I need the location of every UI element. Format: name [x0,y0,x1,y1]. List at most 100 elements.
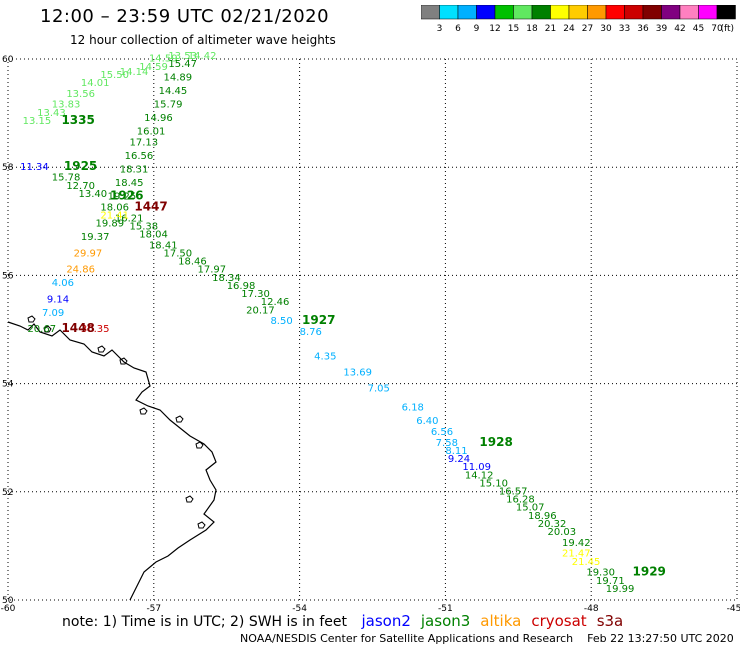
colorbar-label: 18 [526,24,538,34]
island [139,407,148,415]
wave-height-label: 19.37 [81,232,110,243]
colorbar-label: 45 [693,24,704,34]
wave-height-label: 13.40 [78,189,107,200]
wave-height-label: 14.45 [159,86,188,97]
page-subtitle: 12 hour collection of altimeter wave hei… [70,33,336,47]
island [195,441,204,449]
mission-label-s3a: s3a [596,612,624,630]
wave-height-label: 14.14 [120,67,149,78]
lon-tick-label: -48 [584,604,599,614]
lon-tick-label: -60 [1,604,16,614]
mission-legend: jason2 jason3 altika cryosat s3a [355,612,627,630]
wave-height-label: 15.07 [516,503,545,514]
wave-height-colorbar: 3 6 9 12 15 18 21 24 27 30 33 36 39 42 45 70(ft) [421,5,736,34]
wave-height-label: 12.70 [66,181,95,192]
wave-height-label: 8.76 [300,327,322,338]
wave-height-label: 15.79 [154,100,183,111]
lon-tick-label: -57 [146,604,161,614]
wave-height-label: 7.05 [368,384,390,395]
wave-height-label: 7.58 [436,438,458,449]
wave-height-label: 13.83 [52,100,81,111]
wave-height-label: 16.21 [115,213,144,224]
pass-time-label: 1926 [110,189,143,203]
wave-height-label: 20.03 [547,527,576,538]
wave-height-label: 15.38 [130,221,159,232]
wave-height-label: 24.86 [66,265,95,276]
footer-credit: NOAA/NESDIS Center for Satellite Applica… [240,632,734,645]
wave-height-label: 14.59 [149,54,178,65]
island [197,521,206,529]
wave-height-label: 21.47 [562,549,591,560]
wave-height-label: 19.42 [562,538,591,549]
colorbar-label: 12 [489,24,500,34]
colorbar-label: 27 [582,24,593,34]
colorbar-label: 21 [545,24,556,34]
lon-tick-label: -45 [727,604,740,614]
wave-height-label: 7.09 [42,308,64,319]
island [175,415,184,423]
wave-height-label: 18.41 [149,240,178,251]
page-title: 12:00 – 23:59 UTC 02/21/2020 [40,6,330,27]
pass-time-label: 1928 [479,435,512,449]
pass-time-label: 1925 [64,159,97,173]
lat-tick-label: 54 [2,380,14,390]
wave-height-label: 18.45 [115,178,144,189]
wave-height-label: 11.09 [462,462,491,473]
wave-height-label: 8.50 [270,316,292,327]
lat-tick-label: 56 [2,271,14,281]
wave-height-label: 14.96 [144,113,173,124]
mission-label-altika: altika [480,612,522,630]
wave-height-label: 15.10 [479,478,508,489]
wave-height-label: 20.67 [27,324,56,335]
coastline [7,321,217,601]
wave-height-label: 16.28 [506,495,535,506]
note-line: note: 1) Time is in UTC; 2) SWH is in fe… [62,612,631,630]
wave-height-label: 14.89 [164,73,193,84]
pass-time-label: 1927 [302,313,335,327]
wave-height-label: 14.12 [465,470,494,481]
lon-tick-label: -54 [292,604,307,614]
wave-height-label: 13.15 [23,116,52,127]
timestamp-text: Feb 22 13:27:50 UTC 2020 [587,632,734,645]
wave-height-label: 21.41 [100,211,129,222]
wave-height-label: 13.69 [343,367,372,378]
map-frame [7,58,738,601]
wave-height-label: 20.32 [538,519,567,530]
wave-height-label: 29.97 [74,248,103,259]
wave-height-label: 13.53 [168,51,197,62]
wave-height-label: 4.35 [314,351,336,362]
wave-height-label: 9.14 [47,294,69,305]
wave-height-label: 6.18 [402,403,424,414]
wave-height-label: 16.98 [227,281,256,292]
wave-height-label: 20.17 [246,305,275,316]
wave-height-label: 16.01 [137,127,166,138]
colorbar-label: 33 [619,24,630,34]
pass-time-label: 1447 [134,199,167,213]
wave-height-label: 6.56 [431,427,453,438]
lat-tick-label: 50 [2,596,14,606]
colorbar-label: 24 [563,24,575,34]
wave-height-label: 15.50 [100,70,129,81]
colorbar-label: 3 [437,24,443,34]
colorbar-label: 36 [637,24,649,34]
island [119,357,128,365]
wave-height-label: 18.31 [120,165,149,176]
colorbar-label: 6 [455,24,461,34]
colorbar-label: 39 [656,24,668,34]
wave-height-label: 9.24 [448,454,470,465]
wave-height-label: 11.34 [20,162,49,173]
lat-tick-label: 60 [2,55,14,65]
wave-height-label: 15.78 [52,173,81,184]
lat-tick-label: 58 [2,163,14,173]
pass-time-label: 1448 [61,321,94,335]
credit-text: NOAA/NESDIS Center for Satellite Applica… [240,632,574,645]
mission-label-jason2: jason2 [361,612,411,630]
wave-height-label: 12.46 [261,297,290,308]
note-text: note: 1) Time is in UTC; 2) SWH is in fe… [62,614,348,630]
wave-height-label: 13.56 [66,89,95,100]
colorbar-label: 30 [600,24,612,34]
wave-height-label: 30.35 [81,324,110,335]
wave-height-label: 18.06 [100,202,129,213]
island [27,315,36,323]
